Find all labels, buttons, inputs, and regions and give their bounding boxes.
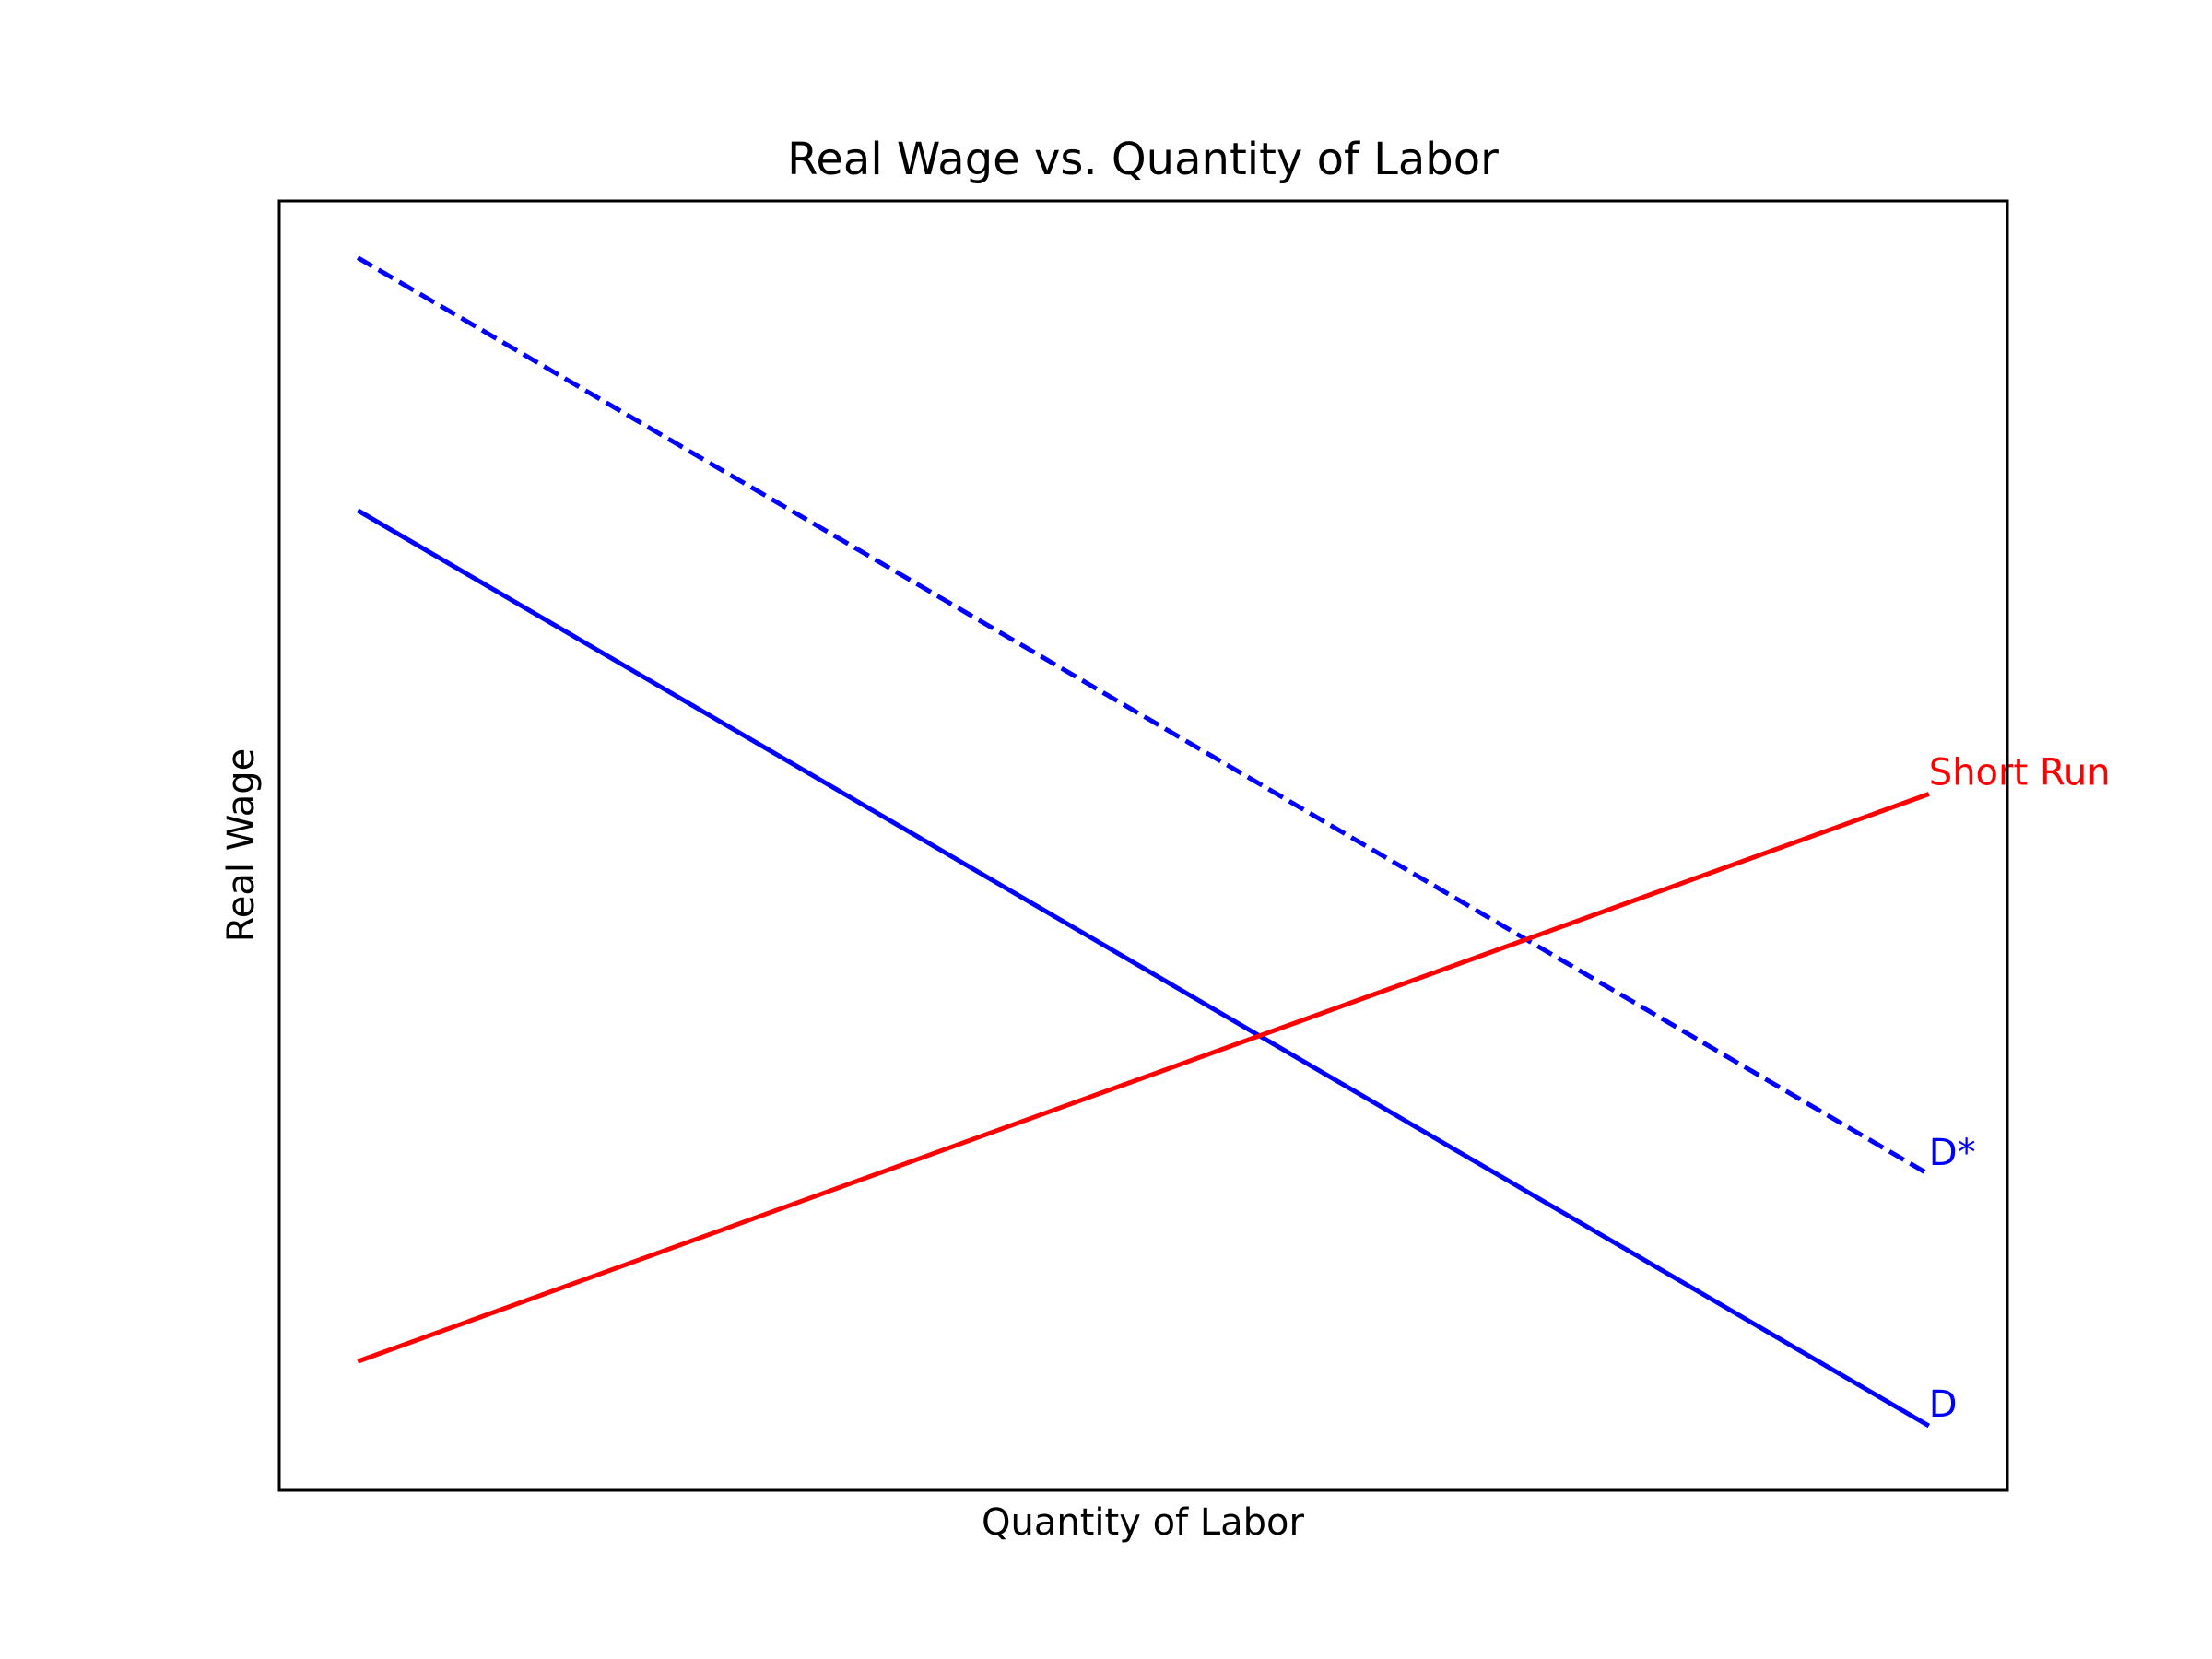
- axes-frame: [277, 199, 2009, 1492]
- series-line-d: [356, 508, 1931, 1429]
- x-axis-label: Quantity of Labor: [982, 1501, 1304, 1544]
- series-line-short-run: [357, 792, 1930, 1364]
- curve-label-d-star: D*: [1929, 1132, 1976, 1174]
- y-axis-label: Real Wage: [220, 748, 263, 942]
- plot-area: D D* Short Run: [277, 199, 2111, 1492]
- curve-label-layer: D D* Short Run: [1929, 752, 2111, 1427]
- series-line-d-star: [356, 255, 1931, 1177]
- series-layer: [356, 255, 1931, 1429]
- curve-label-d: D: [1929, 1383, 1958, 1426]
- curve-label-short-run: Short Run: [1929, 752, 2111, 794]
- chart-title: Real Wage vs. Quantity of Labor: [787, 134, 1499, 185]
